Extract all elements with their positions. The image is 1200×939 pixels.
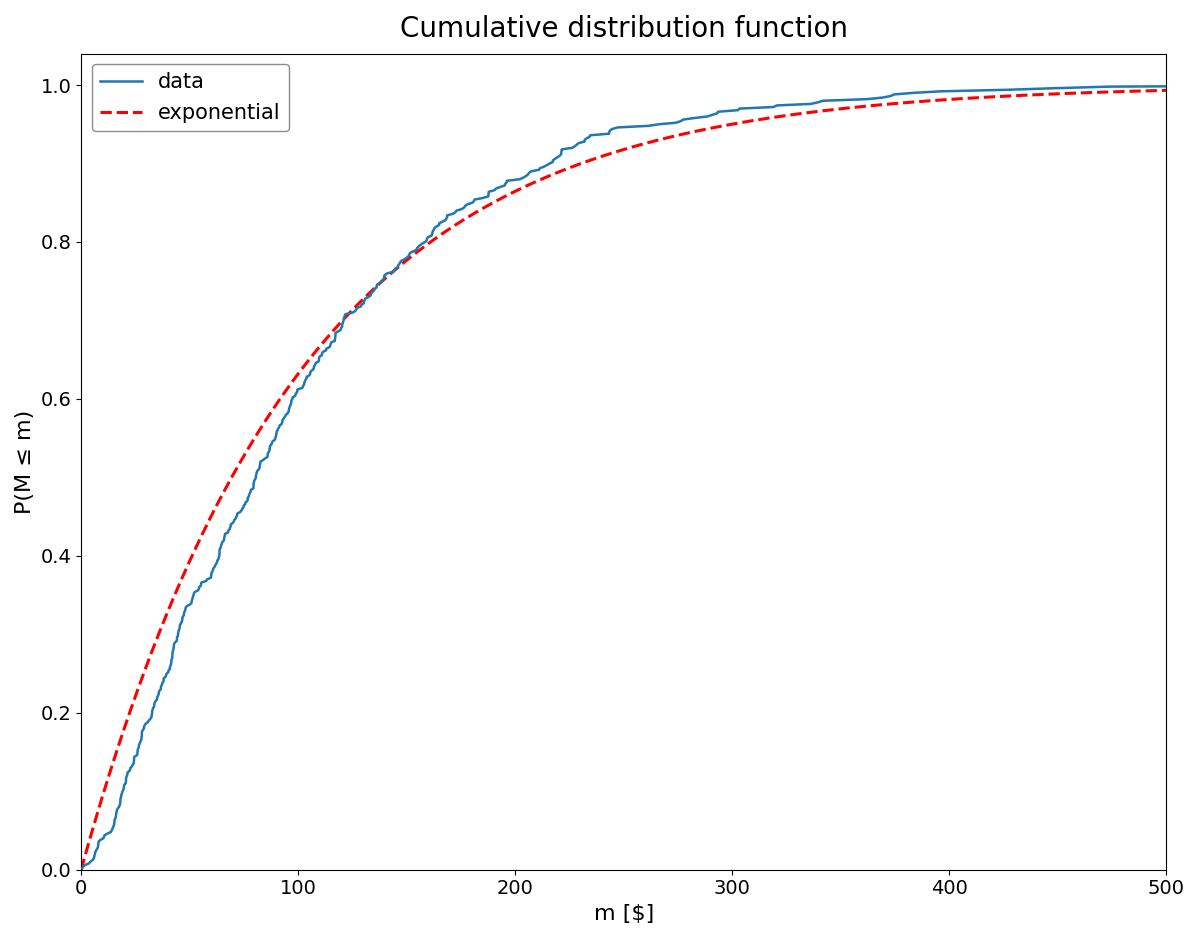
- exponential: [929, 95, 943, 106]
- Legend: data, exponential: data, exponential: [91, 64, 289, 131]
- exponential: [572, 158, 587, 169]
- X-axis label: m [$]: m [$]: [594, 904, 654, 924]
- exponential: [130, 687, 144, 699]
- exponential: [1127, 85, 1141, 97]
- data: [284, 396, 299, 408]
- data: [244, 485, 258, 497]
- exponential: [1128, 85, 1142, 97]
- data: [241, 490, 256, 501]
- data: [804, 99, 818, 110]
- exponential: [1159, 85, 1174, 96]
- Line: exponential: exponential: [82, 90, 1166, 870]
- Line: data: data: [83, 85, 1200, 869]
- exponential: [601, 148, 616, 160]
- Title: Cumulative distribution function: Cumulative distribution function: [400, 15, 848, 43]
- data: [430, 221, 444, 232]
- data: [264, 439, 278, 450]
- data: [76, 863, 90, 874]
- Y-axis label: P(M ≤ m): P(M ≤ m): [14, 409, 35, 514]
- exponential: [74, 864, 89, 875]
